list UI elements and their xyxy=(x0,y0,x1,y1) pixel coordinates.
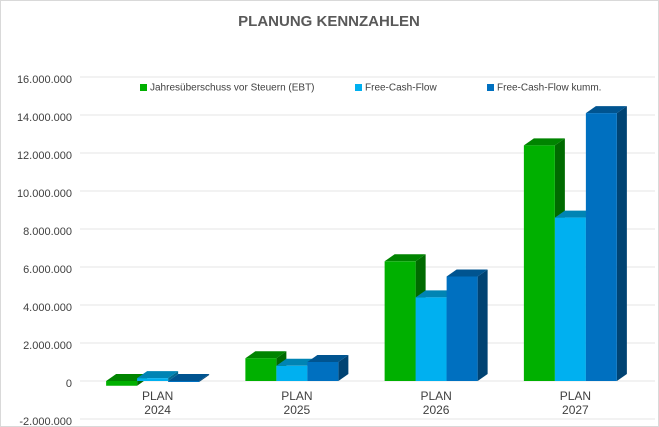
y-tick-label: 2.000.000 xyxy=(23,340,72,352)
y-tick-label: 4.000.000 xyxy=(23,302,72,314)
y-tick-label: 6.000.000 xyxy=(23,264,72,276)
legend-swatch xyxy=(355,84,362,91)
y-tick-label: 10.000.000 xyxy=(17,188,72,200)
x-tick-label: PLAN xyxy=(281,389,312,403)
bar-top xyxy=(245,351,287,359)
x-tick-label: PLAN xyxy=(560,389,591,403)
x-tick-label: 2027 xyxy=(562,403,589,417)
bar-top xyxy=(106,374,148,381)
y-tick-label: 0 xyxy=(66,378,72,390)
bar-top xyxy=(446,269,488,277)
bar-front xyxy=(523,145,555,381)
y-tick-label: 8.000.000 xyxy=(23,226,72,238)
bar-front xyxy=(446,276,478,381)
y-tick-label: 12.000.000 xyxy=(17,150,72,162)
x-tick-label: 2024 xyxy=(144,403,171,417)
x-tick-label: PLAN xyxy=(142,389,173,403)
bar-front xyxy=(137,378,169,381)
bar xyxy=(307,355,349,381)
bar-top xyxy=(415,290,457,298)
bar-top xyxy=(168,374,210,381)
bar-side xyxy=(199,374,210,382)
bar-side xyxy=(338,355,349,381)
bar-top xyxy=(585,106,627,114)
bar-top xyxy=(523,138,565,146)
bar-front xyxy=(245,358,277,381)
bar-top xyxy=(276,358,318,366)
legend-swatch xyxy=(487,84,494,91)
bar xyxy=(137,371,179,381)
legend-label: Jahresüberschuss vor Steuern (EBT) xyxy=(150,83,315,94)
bar xyxy=(168,374,210,382)
bar-top xyxy=(554,210,596,218)
bar-top xyxy=(137,371,179,379)
bar xyxy=(446,269,488,381)
bar-front xyxy=(168,381,200,382)
bar-front xyxy=(384,261,416,381)
bar-top xyxy=(307,355,349,362)
legend-label: Free-Cash-Flow xyxy=(365,83,437,94)
x-tick-label: 2026 xyxy=(423,403,450,417)
y-tick-label: 16.000.000 xyxy=(17,74,72,86)
bar-front xyxy=(276,365,308,381)
bar xyxy=(585,106,627,381)
bar-side xyxy=(477,269,488,381)
bar-side xyxy=(168,371,179,381)
legend-swatch xyxy=(140,84,147,91)
bar-front xyxy=(554,217,586,381)
bar-front xyxy=(585,113,617,381)
bar-front xyxy=(307,362,339,381)
bar-front xyxy=(415,297,447,381)
y-tick-label: -2.000.000 xyxy=(19,416,72,427)
bar-front xyxy=(106,381,138,386)
chart-title: PLANUNG KENNZAHLEN xyxy=(238,13,420,30)
x-tick-label: 2025 xyxy=(284,403,311,417)
bar-side xyxy=(616,106,627,381)
bar-top xyxy=(384,254,426,262)
x-tick-label: PLAN xyxy=(420,389,451,403)
y-tick-label: 14.000.000 xyxy=(17,112,72,124)
legend-label: Free-Cash-Flow kumm. xyxy=(497,83,601,94)
